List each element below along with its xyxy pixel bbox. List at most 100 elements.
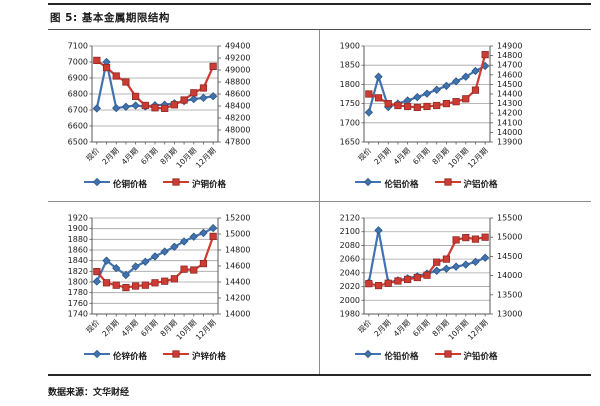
svg-text:现价: 现价	[84, 146, 101, 163]
figure-title: 图 5: 基本金属期限结构	[48, 5, 591, 30]
svg-text:14000: 14000	[497, 271, 522, 280]
legend-label-lme-zinc: 伦锌价格	[112, 351, 147, 362]
svg-text:现价: 现价	[356, 318, 373, 335]
legend-item-shfe-zinc: 沪锌价格	[163, 349, 226, 362]
svg-text:6月期: 6月期	[411, 318, 431, 338]
svg-text:2120: 2120	[339, 214, 359, 223]
svg-text:2月期: 2月期	[100, 146, 120, 166]
svg-text:14200: 14200	[497, 109, 522, 118]
svg-text:2060: 2060	[339, 255, 359, 264]
legend-label-lme-aluminum: 伦铝价格	[384, 179, 419, 190]
svg-text:14000: 14000	[225, 310, 250, 319]
svg-text:14700: 14700	[497, 61, 522, 70]
svg-text:14400: 14400	[225, 278, 250, 287]
svg-text:47800: 47800	[225, 138, 250, 147]
svg-text:6500: 6500	[68, 138, 88, 147]
copper-chart: 6500 6600 6700 6800 6900 7000 7100 47800 48000 48…	[48, 30, 320, 202]
svg-text:12月期: 12月期	[194, 318, 218, 342]
svg-text:2080: 2080	[339, 241, 359, 250]
svg-text:1780: 1780	[68, 288, 88, 297]
svg-text:12月期: 12月期	[465, 146, 489, 170]
svg-text:4月期: 4月期	[391, 146, 411, 166]
svg-text:14200: 14200	[225, 294, 250, 303]
shfe-line-marker-icon	[434, 349, 461, 362]
svg-text:4月期: 4月期	[120, 146, 140, 166]
svg-text:1860: 1860	[68, 246, 88, 255]
svg-text:49400: 49400	[225, 42, 250, 51]
svg-text:49000: 49000	[225, 66, 250, 75]
copper-legend: 伦铜价格 沪铜价格	[48, 177, 262, 190]
svg-text:4月期: 4月期	[120, 318, 140, 338]
legend-label-shfe-zinc: 沪锌价格	[192, 351, 227, 362]
legend-item-lme-lead: 伦铅价格	[355, 349, 419, 362]
charts-grid: 6500 6600 6700 6800 6900 7000 7100 47800 48000 48…	[48, 30, 591, 376]
lead-chart: 1980 2000 2020 2040 2060 2080 2100 2120 13000 135…	[320, 202, 592, 374]
legend-item-lme-copper: 伦铜价格	[83, 177, 147, 190]
svg-text:1750: 1750	[339, 99, 359, 108]
svg-text:6700: 6700	[68, 106, 88, 115]
svg-text:13900: 13900	[497, 138, 522, 147]
legend-label-shfe-aluminum: 沪铝价格	[463, 179, 498, 190]
lme-line-marker-icon	[83, 349, 110, 362]
svg-text:48800: 48800	[225, 78, 250, 87]
svg-text:6900: 6900	[68, 74, 88, 83]
svg-text:14300: 14300	[497, 99, 522, 108]
svg-text:1800: 1800	[339, 80, 359, 89]
svg-text:14800: 14800	[225, 246, 250, 255]
svg-text:2月期: 2月期	[372, 146, 392, 166]
svg-text:2100: 2100	[339, 227, 359, 236]
svg-text:2020: 2020	[339, 282, 359, 291]
svg-text:13500: 13500	[497, 290, 522, 299]
svg-text:1820: 1820	[68, 267, 88, 276]
aluminum-chart-canvas: 1650 1700 1750 1800 1850 1900 13900 14000 14100 1…	[320, 32, 592, 176]
zinc-legend: 伦锌价格 沪锌价格	[48, 349, 262, 362]
svg-text:1850: 1850	[339, 61, 359, 70]
svg-text:15000: 15000	[497, 233, 522, 242]
svg-text:14800: 14800	[497, 51, 522, 60]
svg-text:1880: 1880	[68, 235, 88, 244]
svg-text:14500: 14500	[497, 252, 522, 261]
shfe-line-marker-icon	[434, 177, 461, 190]
svg-text:6月期: 6月期	[139, 318, 159, 338]
svg-text:现价: 现价	[84, 318, 101, 335]
svg-text:1650: 1650	[339, 138, 359, 147]
svg-text:1760: 1760	[68, 299, 88, 308]
svg-text:1920: 1920	[68, 214, 88, 223]
svg-text:12月期: 12月期	[194, 146, 218, 170]
svg-text:14500: 14500	[497, 80, 522, 89]
svg-text:10月期: 10月期	[446, 146, 470, 170]
report-page: { "header": { "title": "图 5: 基本金属期限结构" }…	[0, 3, 600, 406]
lme-line-marker-icon	[355, 349, 382, 362]
zinc-chart: 1740 1760 1780 1800 1820 1840 1860 1880 1900 1920…	[48, 202, 320, 374]
svg-text:15200: 15200	[225, 214, 250, 223]
svg-text:6800: 6800	[68, 90, 88, 99]
svg-text:14400: 14400	[497, 90, 522, 99]
svg-text:6月期: 6月期	[139, 146, 159, 166]
zinc-chart-canvas: 1740 1760 1780 1800 1820 1840 1860 1880 1900 1920…	[48, 204, 319, 348]
svg-text:2000: 2000	[339, 296, 359, 305]
svg-text:2040: 2040	[339, 268, 359, 277]
svg-text:15500: 15500	[497, 214, 522, 223]
lme-line-marker-icon	[83, 177, 110, 190]
legend-item-shfe-aluminum: 沪铝价格	[434, 177, 498, 190]
svg-text:48600: 48600	[225, 90, 250, 99]
svg-text:14600: 14600	[225, 262, 250, 271]
svg-text:6月期: 6月期	[411, 146, 431, 166]
svg-text:7100: 7100	[68, 42, 88, 51]
svg-text:6600: 6600	[68, 122, 88, 131]
lead-legend: 伦铅价格 沪铅价格	[320, 349, 534, 362]
legend-label-lme-copper: 伦铜价格	[112, 179, 147, 190]
svg-text:1840: 1840	[68, 256, 88, 265]
svg-text:14600: 14600	[497, 70, 522, 79]
svg-text:4月期: 4月期	[391, 318, 411, 338]
svg-text:14000: 14000	[497, 128, 522, 137]
svg-text:2月期: 2月期	[372, 318, 392, 338]
svg-text:10月期: 10月期	[174, 146, 198, 170]
svg-text:1740: 1740	[68, 310, 88, 319]
data-source-label: 数据来源：文华财经	[48, 388, 130, 398]
svg-text:1700: 1700	[339, 118, 359, 127]
svg-text:48200: 48200	[225, 114, 250, 123]
legend-item-shfe-lead: 沪铅价格	[434, 349, 498, 362]
svg-text:15000: 15000	[225, 230, 250, 239]
shfe-line-marker-icon	[163, 349, 189, 362]
